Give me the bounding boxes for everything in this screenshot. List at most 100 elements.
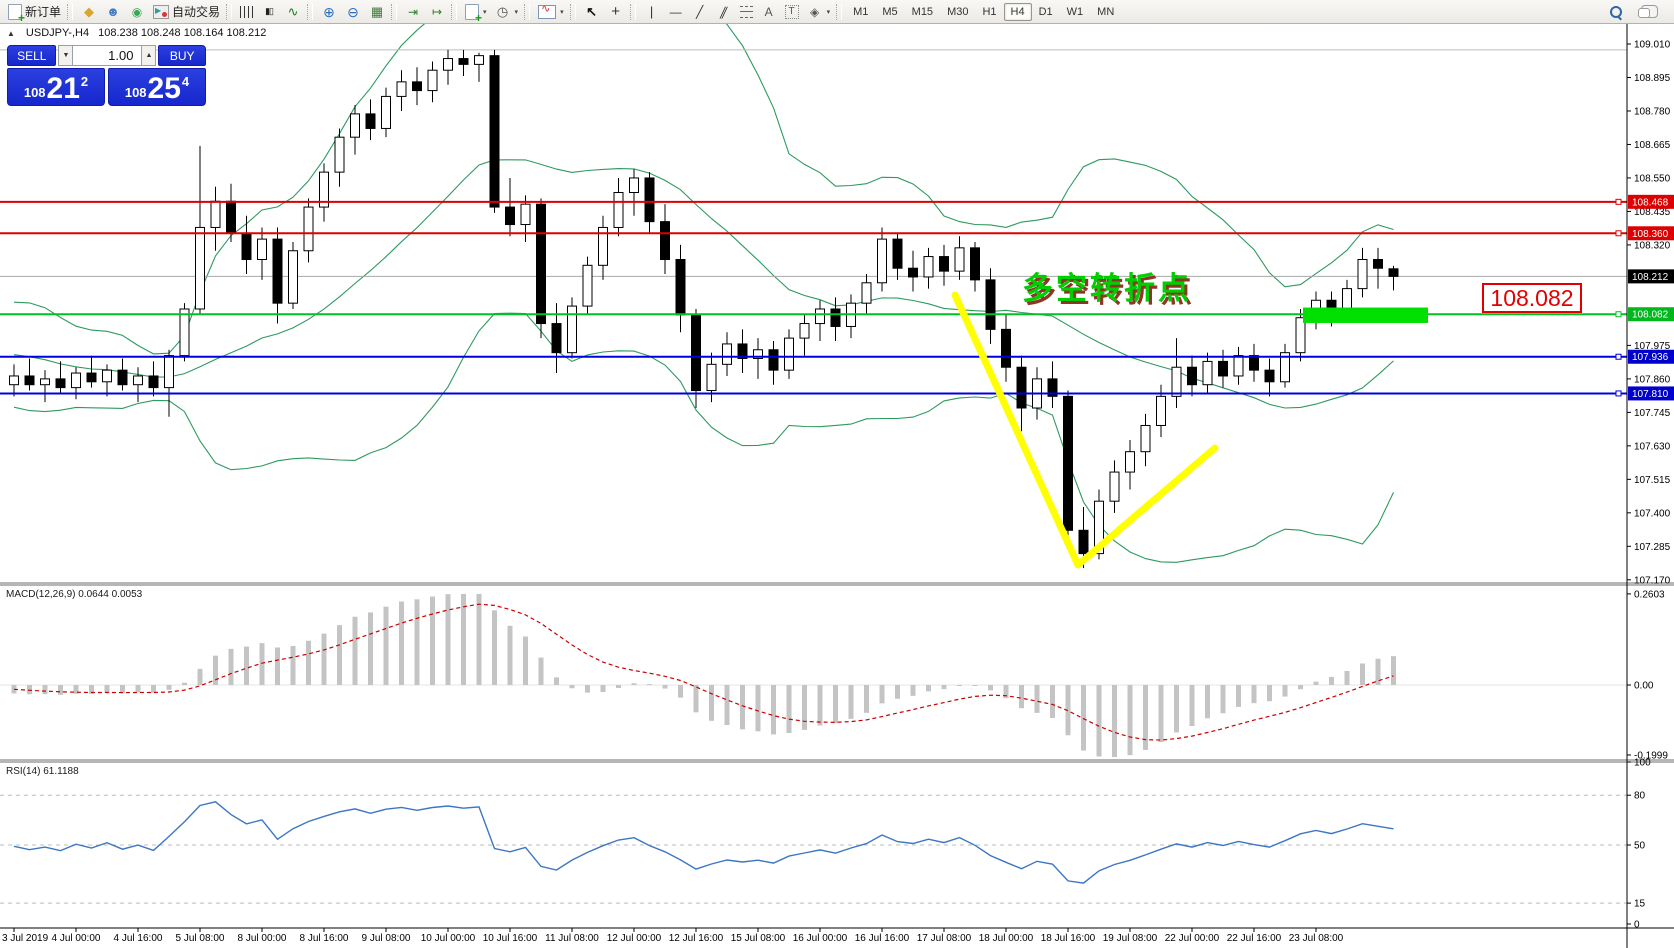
svg-text:100: 100 (1634, 758, 1651, 769)
textA-icon (761, 4, 777, 20)
svg-text:22 Jul 00:00: 22 Jul 00:00 (1165, 933, 1220, 944)
new-chart-button[interactable]: ▾ (461, 2, 491, 24)
cross-icon (608, 4, 624, 20)
auto-trading-button[interactable]: 自动交易 (149, 2, 224, 22)
svg-text:18 Jul 16:00: 18 Jul 16:00 (1041, 933, 1096, 944)
timeframe-m1-button[interactable]: M1 (846, 3, 875, 21)
timeframe-m30-button[interactable]: M30 (940, 3, 975, 21)
timeframe-h1-button[interactable]: H1 (975, 3, 1003, 21)
autoscroll-icon (405, 4, 421, 20)
svg-text:3 Jul 2019: 3 Jul 2019 (2, 933, 49, 944)
chevron-down-icon: ▾ (514, 8, 519, 16)
sell-price-point: 2 (80, 74, 89, 89)
horizontal-line-button[interactable] (664, 2, 688, 22)
svg-text:50: 50 (1634, 841, 1646, 852)
periods-button[interactable]: ▾ (491, 2, 523, 22)
buy-price-pips: 25 (147, 71, 181, 105)
chart-title: USDJPY-,H4 108.238 108.248 108.164 108.2… (7, 27, 266, 39)
indicators-button[interactable]: ▾ (534, 2, 568, 22)
chart-shift-button[interactable] (425, 2, 449, 22)
toolbar-separator (629, 3, 636, 20)
chart-background (0, 24, 1674, 948)
svg-text:108.550: 108.550 (1634, 173, 1671, 184)
toolbar-separator (226, 3, 233, 20)
chevron-down-icon: ▾ (483, 8, 487, 16)
toolbox-button[interactable] (77, 2, 101, 22)
svg-text:107.975: 107.975 (1634, 341, 1671, 352)
price-callout-box[interactable]: 108.082 (1482, 283, 1582, 313)
auto-trading-button-label: 自动交易 (172, 5, 221, 19)
toolbar-separator (67, 3, 74, 20)
zoom-out-button[interactable] (341, 2, 365, 22)
crosshair-button[interactable] (604, 2, 628, 22)
sell-button[interactable]: SELL (7, 45, 57, 66)
svg-text:16 Jul 16:00: 16 Jul 16:00 (855, 933, 910, 944)
volume-increase-button[interactable]: ▲ (141, 45, 157, 66)
text-label-button[interactable] (781, 2, 803, 22)
trendline-button[interactable] (688, 2, 712, 22)
svg-text:80: 80 (1634, 791, 1646, 802)
line-chart-button[interactable] (281, 2, 305, 22)
price-badges: 108.212 108.468 108.360 108.082 107.936 107.8… (1628, 194, 1674, 401)
vline-icon (644, 4, 660, 20)
rsi-indicator-label: RSI(14) 61.1188 (6, 766, 79, 777)
toolbar-separator (524, 3, 531, 20)
tile-windows-button[interactable] (365, 2, 389, 22)
toolbar-group: 自动交易 (77, 1, 224, 23)
volume-stepper: ▼ ▲ (58, 45, 157, 66)
volume-input[interactable] (73, 45, 142, 66)
yellow-v-trendline[interactable] (951, 291, 1219, 569)
svg-text:12 Jul 16:00: 12 Jul 16:00 (669, 933, 724, 944)
collapse-arrow-icon[interactable] (7, 27, 17, 39)
svg-text:107.170: 107.170 (1634, 575, 1671, 586)
new-order-button[interactable]: 新订单 (4, 2, 65, 24)
svg-text:108.895: 108.895 (1634, 73, 1671, 84)
timeframe-w1-button[interactable]: W1 (1060, 3, 1091, 21)
zoomin-icon (321, 4, 337, 20)
sell-price-pips: 21 (46, 71, 80, 105)
fibo-icon (739, 5, 753, 18)
signals-button[interactable] (125, 2, 149, 22)
timeframe-m5-button[interactable]: M5 (875, 3, 904, 21)
profile-button[interactable] (101, 2, 125, 22)
sell-price[interactable]: 108 21 2 (7, 68, 105, 106)
buy-button[interactable]: BUY (158, 45, 206, 66)
toolbar-separator (836, 3, 843, 20)
toolbar-right (1605, 2, 1670, 22)
svg-text:108.320: 108.320 (1634, 240, 1671, 251)
bar-chart-button[interactable] (236, 2, 257, 22)
signal-icon (129, 4, 145, 20)
timeframe-d1-button[interactable]: D1 (1032, 3, 1060, 21)
cursor-button[interactable] (580, 2, 604, 22)
new-order-button-label: 新订单 (25, 5, 62, 19)
volume-decrease-button[interactable]: ▼ (58, 45, 74, 66)
search-button[interactable] (1605, 2, 1627, 22)
rsi-line (13, 801, 1394, 884)
toolbar-group (580, 1, 628, 23)
autotrade-icon (153, 4, 170, 19)
text-button[interactable] (757, 2, 781, 22)
fibonacci-button[interactable] (736, 2, 757, 22)
auto-scroll-button[interactable] (401, 2, 425, 22)
candlestick-chart-button[interactable] (257, 2, 281, 22)
timeframe-mn-button[interactable]: MN (1090, 3, 1121, 21)
shapes-button[interactable]: ▾ (803, 2, 835, 22)
svg-text:107.400: 107.400 (1634, 508, 1671, 519)
channel-icon (716, 4, 732, 20)
timeframe-group: M1 M5 M15 M30 H1 H4 D1 W1 MN (846, 1, 1121, 23)
chat-button[interactable] (1637, 2, 1662, 22)
svg-text:17 Jul 08:00: 17 Jul 08:00 (917, 933, 972, 944)
svg-text:108.435: 108.435 (1634, 207, 1671, 218)
vertical-line-button[interactable] (640, 2, 664, 22)
zoom-in-button[interactable] (317, 2, 341, 22)
channel-button[interactable] (712, 2, 736, 22)
timeframe-m15-button[interactable]: M15 (905, 3, 940, 21)
macd-scale-labels: 0.2603 0.00 -0.1999 (1627, 589, 1668, 761)
timeframe-h4-button[interactable]: H4 (1003, 2, 1032, 21)
svg-text:107.515: 107.515 (1634, 475, 1671, 486)
green-zone-rectangle[interactable] (1303, 307, 1428, 323)
buy-price[interactable]: 108 25 4 (108, 68, 206, 106)
svg-text:10 Jul 00:00: 10 Jul 00:00 (421, 933, 476, 944)
